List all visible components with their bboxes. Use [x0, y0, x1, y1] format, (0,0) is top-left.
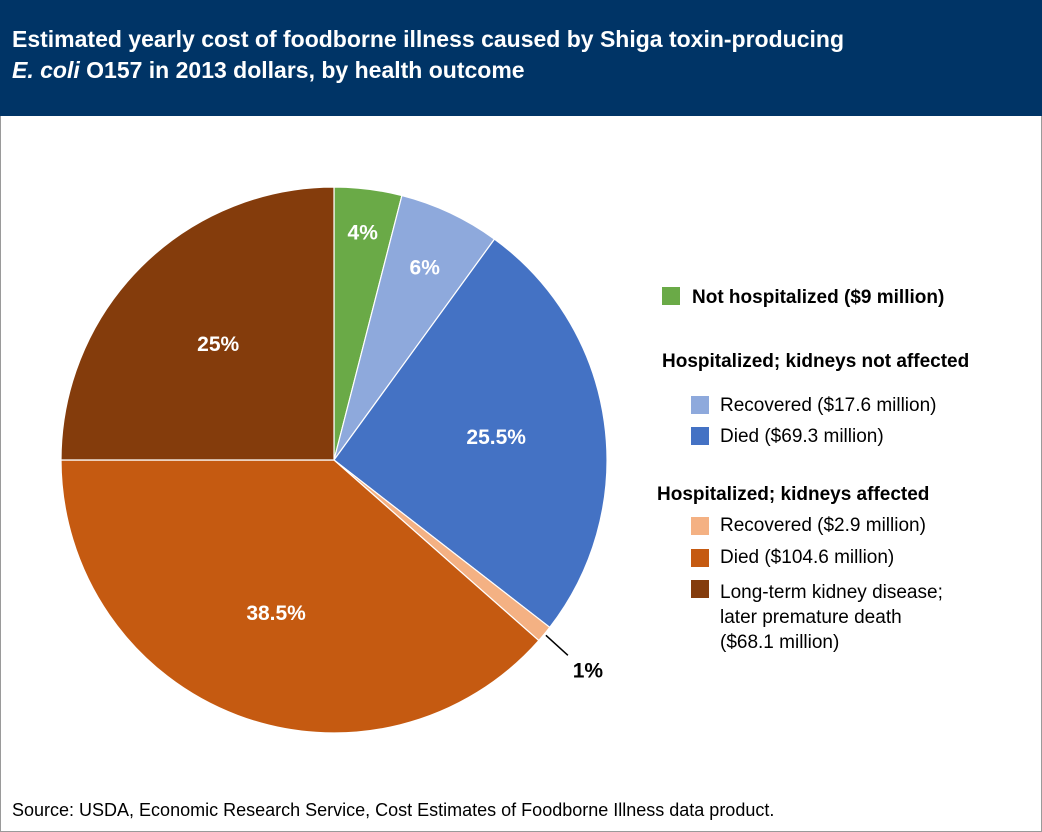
- pie-slice-nka-died: [333, 238, 608, 629]
- legend-group-kidneys-not-affected: Hospitalized; kidneys not affected: [662, 351, 970, 372]
- legend-label-nka-died: Died ($69.3 million): [720, 426, 884, 447]
- legend-swatch-nka-recovered: [691, 396, 709, 414]
- pie-label-ka-recovered: 1%: [573, 659, 604, 682]
- legend-label-ka-longterm-line-2: later premature death: [720, 607, 902, 628]
- legend-swatch-ka-died: [691, 549, 709, 567]
- legend-swatch-ka-longterm: [691, 580, 709, 598]
- legend-label-not-hospitalized: Not hospitalized ($9 million): [692, 287, 945, 308]
- pie-slice-labels: 4% 6% 25.5% 1% 38.5% 25%: [197, 222, 603, 683]
- legend-group-kidneys-affected: Hospitalized; kidneys affected: [657, 484, 930, 505]
- pie-label-not-hospitalized: 4%: [348, 222, 379, 245]
- pie-slice-ka-longterm: [60, 186, 335, 461]
- chart-title-line-1: Estimated yearly cost of foodborne illne…: [12, 26, 844, 52]
- pie-slice-ka-died: [60, 459, 540, 734]
- pie-label-nka-recovered: 6%: [410, 256, 441, 279]
- legend-label-nka-recovered: Recovered ($17.6 million): [720, 395, 937, 416]
- pie-slices: [60, 186, 608, 734]
- chart-header: Estimated yearly cost of foodborne illne…: [0, 0, 1042, 116]
- chart-title-rest: O157 in 2013 dollars, by health outcome: [79, 57, 525, 83]
- legend-label-ka-longterm-line-1: Long-term kidney disease;: [720, 582, 943, 603]
- chart-title-line-2: E. coli O157 in 2013 dollars, by health …: [12, 55, 1042, 86]
- legend-swatch-not-hospitalized: [662, 287, 680, 305]
- pie-leader-line-ka-recovered: [545, 634, 569, 656]
- pie-label-nka-died: 25.5%: [466, 426, 526, 449]
- legend-label-ka-recovered: Recovered ($2.9 million): [720, 515, 926, 536]
- source-note: Source: USDA, Economic Research Service,…: [12, 800, 775, 820]
- legend-swatch-nka-died: [691, 427, 709, 445]
- chart-title-italic: E. coli: [12, 57, 80, 83]
- legend-label-ka-died: Died ($104.6 million): [720, 547, 895, 568]
- legend-swatch-ka-recovered: [691, 517, 709, 535]
- legend-label-ka-longterm-line-3: ($68.1 million): [720, 632, 840, 653]
- pie-label-ka-died: 38.5%: [246, 602, 306, 625]
- pie-label-ka-longterm: 25%: [197, 333, 239, 356]
